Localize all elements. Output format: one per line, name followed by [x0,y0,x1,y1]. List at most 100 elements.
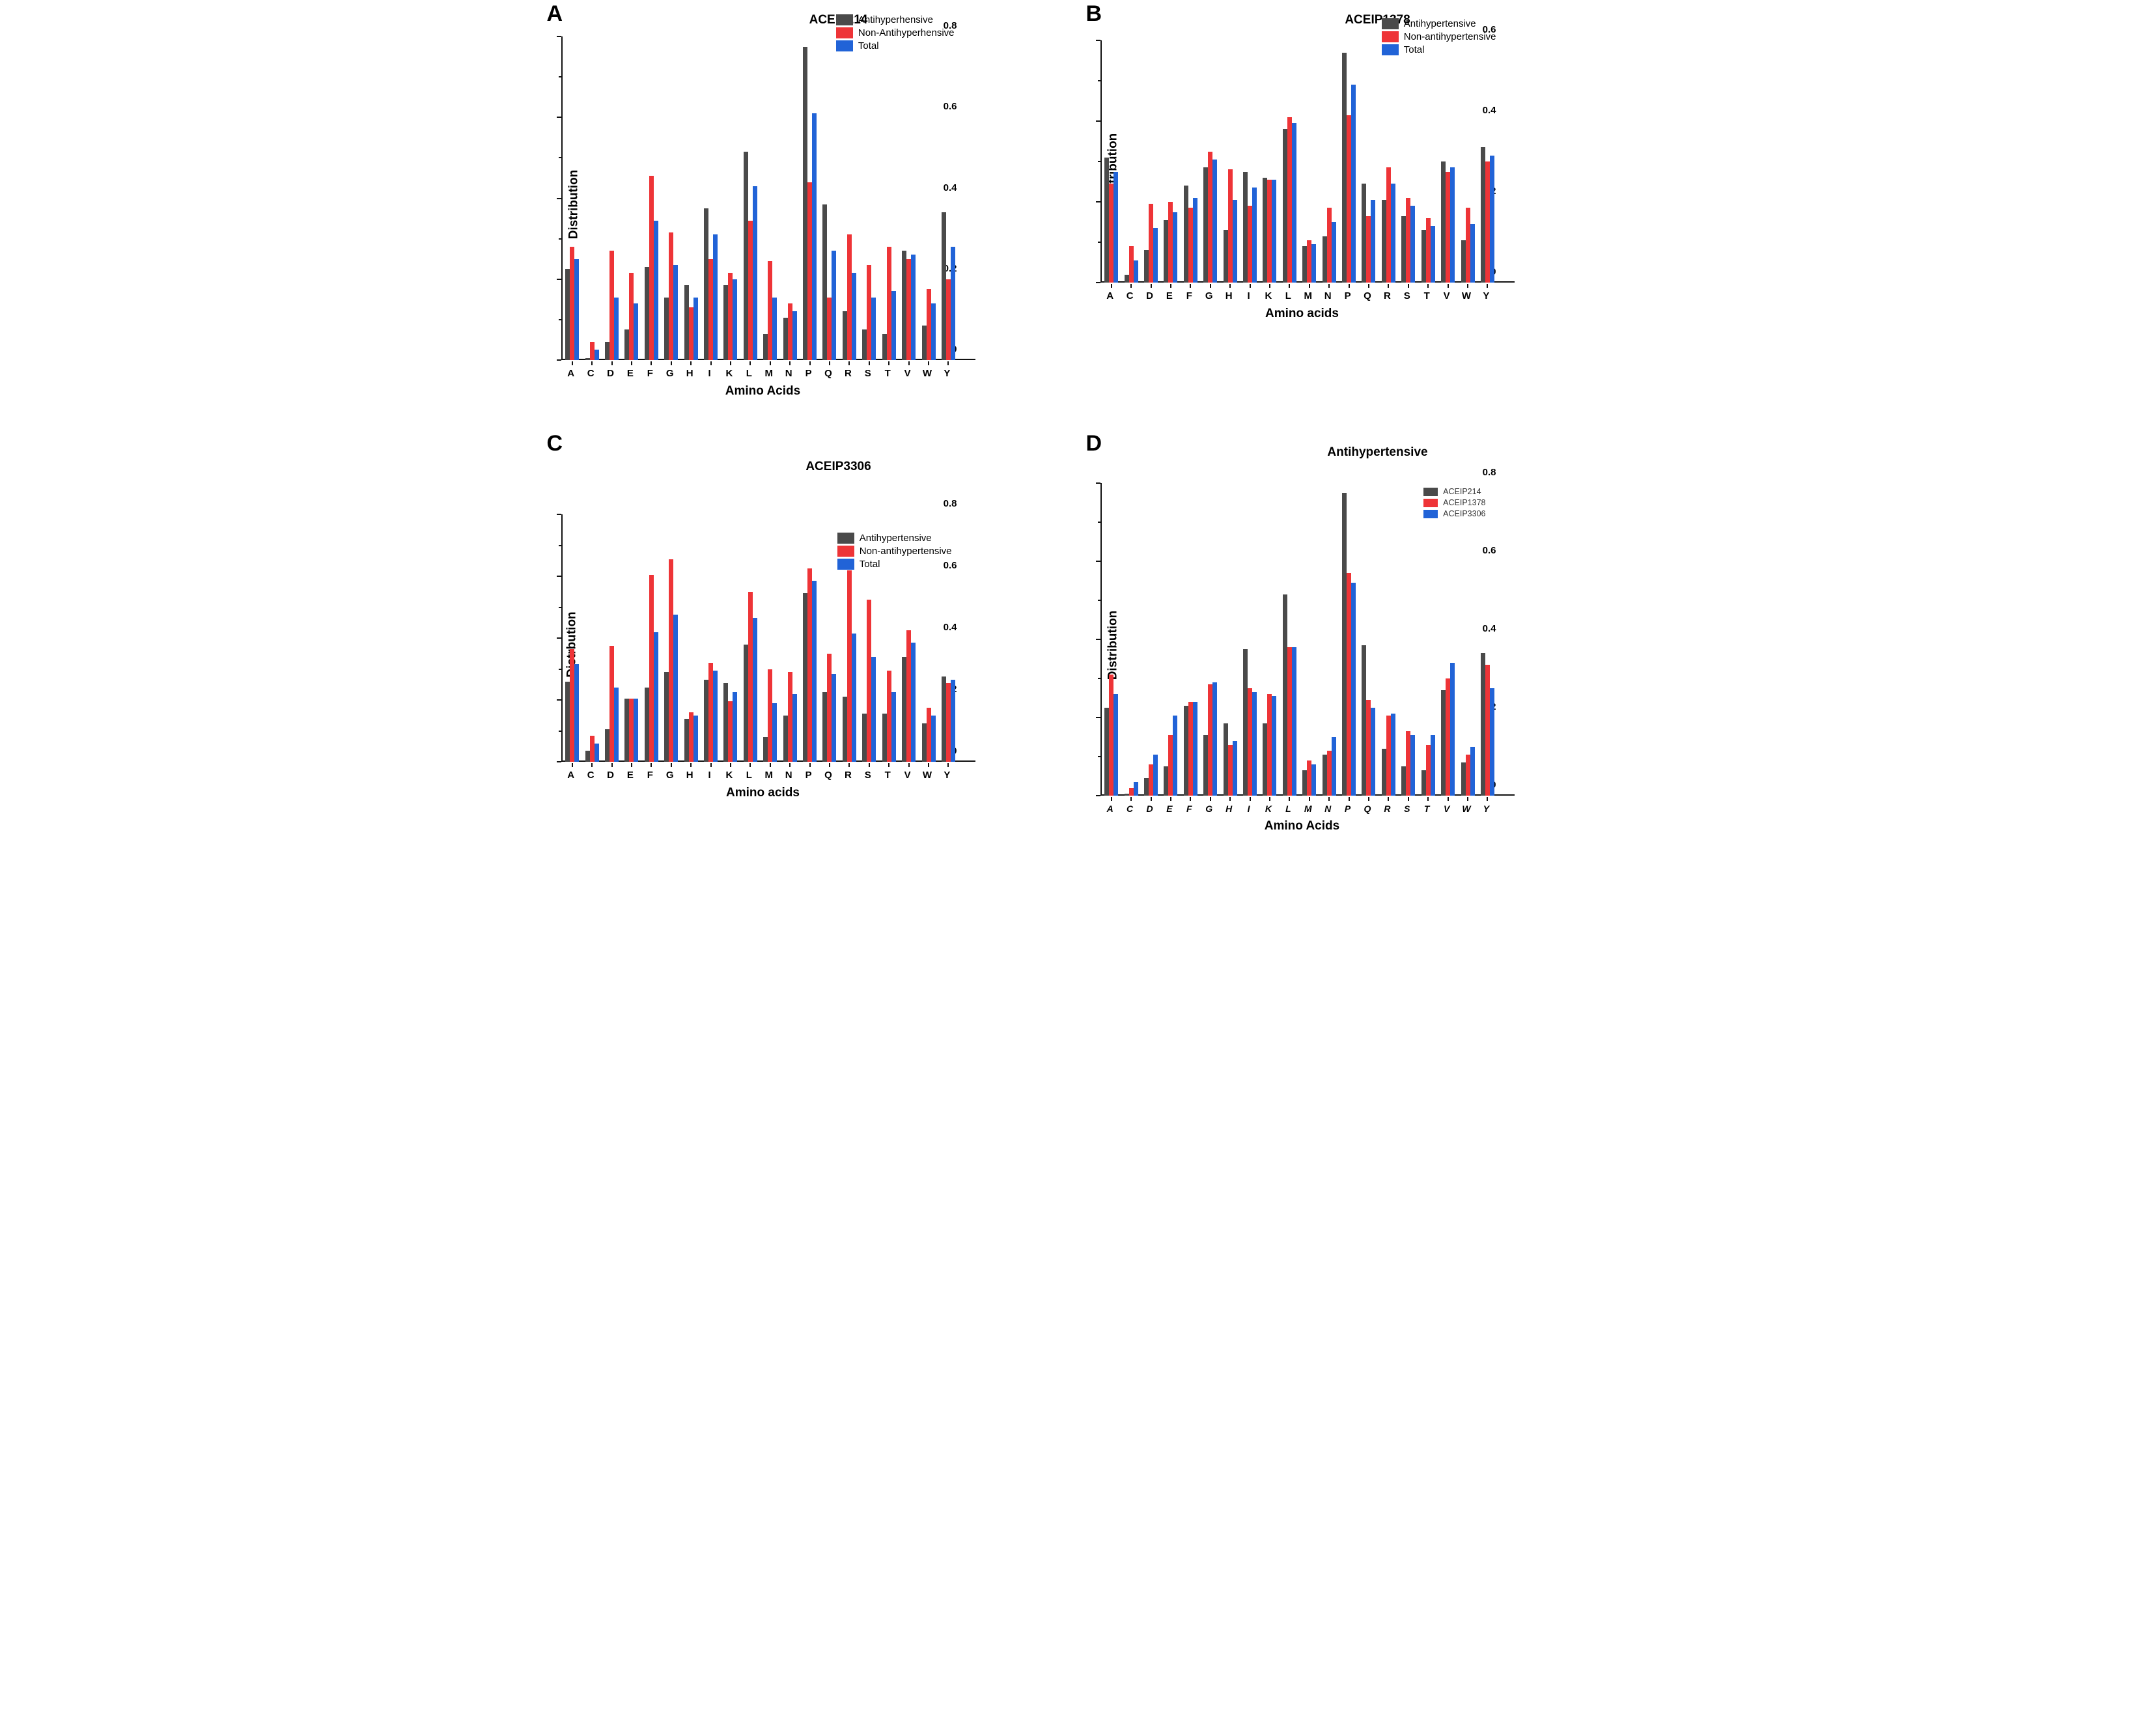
panel-antihypertensive-comparison: D Antihypertensive Distribution 0.00.20.… [1078,430,1617,872]
x-tick [651,763,652,767]
x-tick [809,361,811,365]
x-tick [1388,284,1390,288]
bar-N-ACEIP3306 [1331,737,1336,796]
bar-L-Non-antihypertensive [748,591,753,762]
bar-P-ACEIP214 [1342,493,1347,796]
bar-K-Non-antihypertensive [728,701,733,762]
x-tick [591,763,593,767]
legend-item: Antihypertensive [837,533,952,544]
bar-E-ACEIP1378 [1168,735,1173,796]
x-tick-label-F: F [647,368,653,379]
bar-cluster-W [1458,40,1477,288]
bar-L-Total [752,186,757,360]
y-major-tick [1095,717,1100,718]
bar-K-Antihypertensive [1263,177,1268,283]
x-tick-label-M: M [1304,290,1313,301]
bar-cluster-Y [1477,483,1497,801]
bar-I-Antihypertensive [704,680,709,762]
bar-C-ACEIP3306 [1133,782,1138,796]
y-tick-label: 0.8 [943,498,957,509]
bar-L-Total [752,618,757,762]
bar-A-Total [574,258,580,360]
bar-F-ACEIP3306 [1192,702,1197,796]
bar-F-Non-Antihyperhensive [649,176,654,360]
bar-V-ACEIP214 [1441,690,1446,796]
bar-cluster-H [1220,483,1240,801]
x-tick-label-M: M [764,368,774,379]
x-tick-label-L: L [746,770,752,781]
y-minor-tick [558,544,561,546]
legend-swatch-icon [1423,498,1438,507]
bar-I-ACEIP1378 [1248,688,1253,796]
x-tick-label-I: I [708,770,711,781]
bar-G-Antihypertensive [664,672,669,762]
bar-R-Total [851,273,856,360]
bar-W-Total [931,715,936,762]
bar-W-Total [1470,224,1475,283]
x-tick [888,361,890,365]
x-tick-label-H: H [686,368,693,379]
legend-label: ACEIP3306 [1443,509,1486,518]
bar-P-Antihypertensive [803,593,808,762]
bar-W-ACEIP3306 [1470,747,1475,796]
x-tick-label-N: N [1324,803,1332,814]
bar-cluster-P [800,514,819,767]
x-tick [1190,797,1192,801]
bar-N-Antihypertensive [1322,236,1327,283]
y-major-tick [556,36,561,37]
bar-cluster-P [1339,40,1358,288]
bar-cluster-Q [820,514,839,767]
bar-E-Antihyperhensive [624,329,630,360]
bar-S-Total [871,297,876,360]
bar-cluster-W [919,36,938,365]
x-tick-label-D: D [1146,290,1153,301]
y-major-tick [556,576,561,577]
bar-D-Non-antihypertensive [609,645,615,762]
bar-I-Non-Antihyperhensive [708,258,714,360]
legend-item: ACEIP1378 [1423,498,1486,507]
x-tick-label-Y: Y [944,368,951,379]
y-major-tick [556,761,561,762]
bar-cluster-E [1161,483,1181,801]
x-tick-label-W: W [922,368,932,379]
bar-R-Total [1390,184,1395,283]
x-tick [908,763,910,767]
bar-Q-Non-antihypertensive [1366,216,1371,283]
bar-H-Antihypertensive [684,718,689,762]
bar-E-Antihypertensive [624,698,630,762]
bar-cluster-T [879,514,899,767]
bar-G-ACEIP3306 [1212,682,1218,796]
bar-K-Non-Antihyperhensive [728,273,733,360]
bar-cluster-Q [820,36,839,365]
bar-cluster-G [662,36,681,365]
chart-title: ACEIP3306 [805,460,871,473]
bar-cluster-C [582,36,602,365]
bar-L-Antihypertensive [1282,129,1287,283]
bar-V-ACEIP3306 [1450,663,1455,796]
x-tick [1328,284,1330,288]
bar-G-Antihypertensive [1203,167,1209,283]
bar-Q-Non-antihypertensive [827,653,832,762]
x-tick [611,763,613,767]
x-tick-label-S: S [1403,290,1410,301]
bar-cluster-L [740,36,760,365]
legend-label: Antihypertensive [1403,18,1476,29]
bar-L-ACEIP3306 [1291,647,1296,796]
x-tick [1427,284,1429,288]
bar-H-Non-antihypertensive [1227,169,1233,283]
x-tick [1110,797,1112,801]
x-axis-label: Amino Acids [725,384,801,398]
plot-area: 0.00.20.40.60.8 [1095,467,1515,801]
y-tick-label: 0.4 [943,622,957,633]
x-tick-label-A: A [1106,803,1113,814]
bar-cluster-M [761,36,780,365]
bar-N-ACEIP1378 [1326,751,1332,796]
x-tick-label-P: P [1344,803,1351,814]
bar-D-ACEIP214 [1144,778,1149,796]
bar-F-Total [1192,197,1197,283]
bar-K-Total [733,279,738,360]
bar-L-Non-antihypertensive [1287,117,1292,283]
bar-R-Total [851,633,856,762]
